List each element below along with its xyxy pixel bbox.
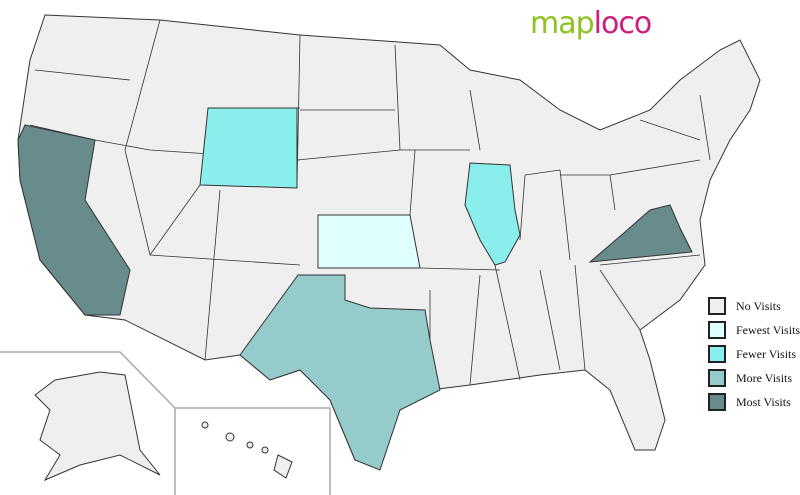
state-illinois [464, 162, 521, 266]
legend-swatch [708, 297, 726, 315]
legend-swatch [708, 321, 726, 339]
legend-item-fewer-visits: Fewer Visits [708, 342, 800, 366]
legend: No Visits Fewest Visits Fewer Visits Mor… [708, 294, 800, 414]
legend-swatch [708, 369, 726, 387]
state-kansas [317, 214, 421, 269]
legend-item-most-visits: Most Visits [708, 390, 800, 414]
state-alaska [34, 371, 161, 482]
legend-label: Most Visits [736, 394, 791, 409]
legend-label: No Visits [736, 298, 781, 313]
legend-item-fewest-visits: Fewest Visits [708, 318, 800, 342]
state-hawaii [201, 421, 293, 479]
legend-swatch [708, 393, 726, 411]
state-california [17, 124, 131, 316]
legend-swatch [708, 345, 726, 363]
legend-label: Fewest Visits [736, 322, 800, 337]
logo-part-loco: loco [593, 6, 653, 41]
state-texas [239, 274, 441, 471]
legend-label: More Visits [736, 370, 793, 385]
inset-borders [0, 351, 331, 495]
legend-item-more-visits: More Visits [708, 366, 800, 390]
state-virginia [588, 204, 693, 263]
legend-label: Fewer Visits [736, 346, 797, 361]
logo-part-map: map [530, 6, 595, 41]
legend-item-no-visits: No Visits [708, 294, 800, 318]
state-wyoming [199, 107, 298, 189]
maploco-logo: maploco [530, 6, 653, 41]
